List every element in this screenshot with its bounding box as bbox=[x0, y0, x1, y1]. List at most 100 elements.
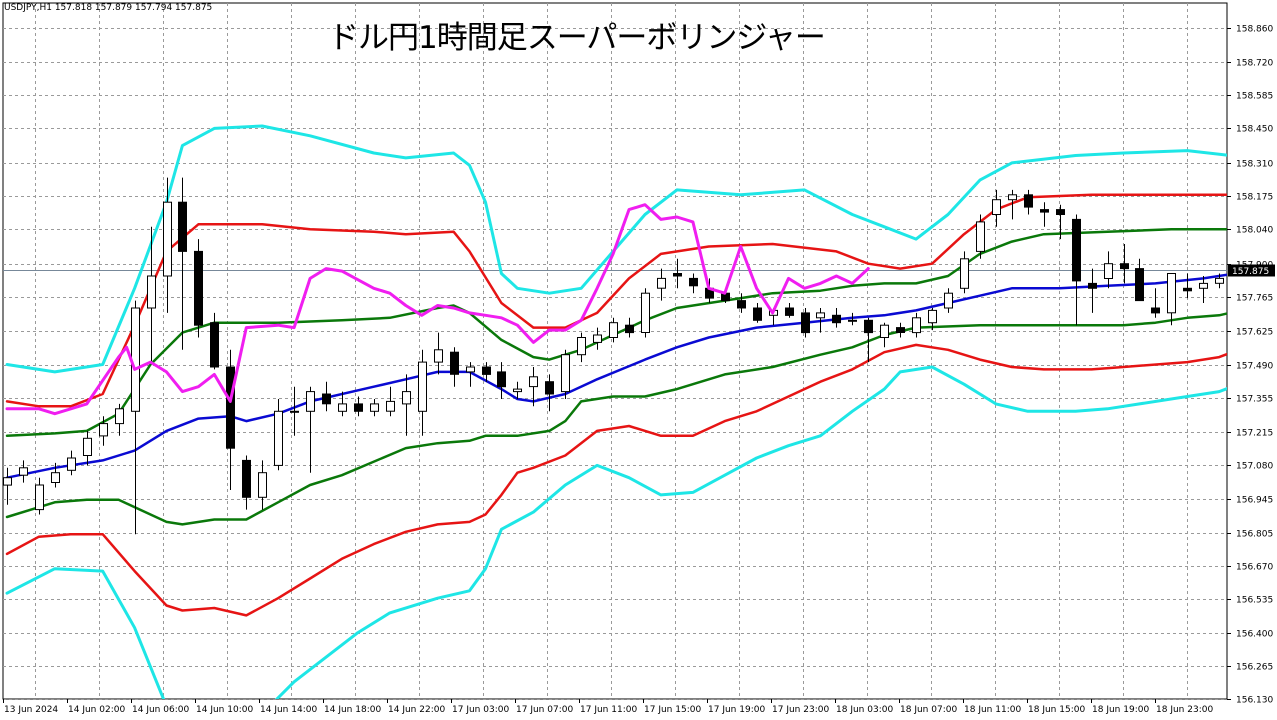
candle-up bbox=[912, 317, 921, 334]
band-plus-3sigma bbox=[5, 124, 1227, 374]
candle-down bbox=[801, 312, 810, 334]
candle-down bbox=[625, 324, 634, 334]
candle-down bbox=[1135, 268, 1144, 302]
x-tick-label: 18 Jun 03:00 bbox=[836, 705, 893, 715]
candle-down bbox=[194, 250, 203, 326]
candle-up bbox=[147, 275, 156, 309]
candle-up bbox=[51, 472, 60, 484]
candle-up bbox=[83, 437, 92, 456]
candle-up bbox=[1248, 286, 1256, 287]
candle-down bbox=[896, 327, 905, 334]
x-tick-label: 14 Jun 10:00 bbox=[196, 705, 253, 715]
candle-down bbox=[178, 201, 187, 252]
x-tick-label: 14 Jun 14:00 bbox=[260, 705, 317, 715]
candle-down bbox=[673, 273, 682, 277]
candle-down bbox=[226, 366, 235, 449]
x-tick-label: 14 Jun 06:00 bbox=[132, 705, 189, 715]
lagging-span-line bbox=[5, 203, 870, 416]
lagging-layer bbox=[5, 203, 870, 416]
x-tick-label: 13 Jun 2024 bbox=[4, 705, 58, 715]
candle-down bbox=[1072, 218, 1081, 282]
candle-up bbox=[816, 312, 825, 319]
y-tick-label: 158.450 bbox=[1236, 125, 1273, 135]
band-minus-2sigma bbox=[5, 343, 1227, 617]
ticker-info: USDJPY,H1 157.818 157.879 157.794 157.87… bbox=[4, 3, 213, 13]
x-tick-label: 17 Jun 07:00 bbox=[516, 705, 573, 715]
candle-up bbox=[1167, 273, 1176, 314]
current-price-tag bbox=[1228, 264, 1275, 277]
x-tick-label: 17 Jun 03:00 bbox=[452, 705, 509, 715]
candle-down bbox=[753, 307, 762, 321]
candle-up bbox=[1008, 194, 1017, 201]
candle-down bbox=[482, 366, 491, 375]
candle-up bbox=[944, 292, 953, 309]
x-tick-label: 17 Jun 23:00 bbox=[772, 705, 829, 715]
y-tick-label: 156.130 bbox=[1236, 696, 1273, 706]
candle-down bbox=[322, 393, 331, 405]
candle-up bbox=[434, 349, 443, 363]
y-tick-label: 156.535 bbox=[1236, 596, 1273, 606]
candle-down bbox=[1183, 287, 1192, 292]
candle-up bbox=[976, 221, 985, 252]
x-tick-label: 17 Jun 15:00 bbox=[644, 705, 701, 715]
band-minus-3sigma bbox=[5, 365, 1227, 699]
candle-up bbox=[274, 410, 283, 466]
candle-up bbox=[290, 410, 299, 413]
y-tick-label: 156.400 bbox=[1236, 630, 1273, 640]
candle-up bbox=[992, 199, 1001, 215]
candle-down bbox=[1056, 209, 1065, 216]
x-tick-label: 18 Jun 15:00 bbox=[1028, 705, 1085, 715]
candle-up bbox=[880, 324, 889, 339]
y-tick-label: 158.720 bbox=[1236, 59, 1273, 69]
y-tick-label: 157.215 bbox=[1236, 429, 1273, 439]
candle-up bbox=[561, 354, 570, 393]
y-tick-label: 156.670 bbox=[1236, 563, 1273, 573]
candle-down bbox=[242, 459, 251, 498]
candle-up bbox=[848, 319, 857, 322]
candle-up bbox=[67, 457, 76, 471]
candle-down bbox=[737, 300, 746, 309]
candle-down bbox=[450, 351, 459, 375]
candle-up bbox=[928, 309, 937, 324]
candle-up bbox=[386, 400, 395, 412]
y-tick-label: 156.265 bbox=[1236, 663, 1273, 673]
candle-up bbox=[609, 322, 618, 339]
candle-down bbox=[210, 322, 219, 368]
x-tick-label: 18 Jun 23:00 bbox=[1156, 705, 1213, 715]
candle-up bbox=[402, 391, 411, 405]
x-tick-label: 18 Jun 19:00 bbox=[1092, 705, 1149, 715]
y-tick-label: 156.945 bbox=[1236, 496, 1273, 506]
candle-up bbox=[3, 477, 12, 486]
y-tick-label: 157.765 bbox=[1236, 294, 1273, 304]
y-tick-label: 158.040 bbox=[1236, 226, 1273, 236]
y-tick-label: 158.310 bbox=[1236, 160, 1273, 170]
candle-down bbox=[1151, 307, 1160, 314]
candle-up bbox=[131, 307, 140, 412]
candle-up bbox=[513, 388, 522, 393]
x-tick-label: 17 Jun 19:00 bbox=[708, 705, 765, 715]
plot-area bbox=[2, 2, 1228, 700]
candle-down bbox=[545, 381, 554, 395]
candle-up bbox=[99, 423, 108, 437]
candle-up bbox=[1199, 282, 1208, 289]
candle-down bbox=[1040, 209, 1049, 213]
x-tick-label: 18 Jun 07:00 bbox=[900, 705, 957, 715]
y-tick-label: 158.860 bbox=[1236, 25, 1273, 35]
candle-up bbox=[338, 403, 347, 412]
candle-down bbox=[689, 277, 698, 287]
x-tick-label: 14 Jun 18:00 bbox=[324, 705, 381, 715]
x-tick-label: 18 Jun 11:00 bbox=[964, 705, 1021, 715]
candle-up bbox=[306, 391, 315, 412]
candle-up bbox=[466, 366, 475, 373]
candle-up bbox=[163, 201, 172, 277]
candle-down bbox=[354, 403, 363, 412]
candle-down bbox=[1120, 263, 1129, 270]
candle-up bbox=[1215, 277, 1224, 284]
candle-up bbox=[641, 292, 650, 334]
candle-up bbox=[115, 408, 124, 425]
chart-title: ドル円1時間足スーパーボリンジャー bbox=[328, 20, 826, 56]
candle-up bbox=[258, 472, 267, 498]
candle-up bbox=[35, 484, 44, 511]
candle-down bbox=[1088, 282, 1097, 289]
